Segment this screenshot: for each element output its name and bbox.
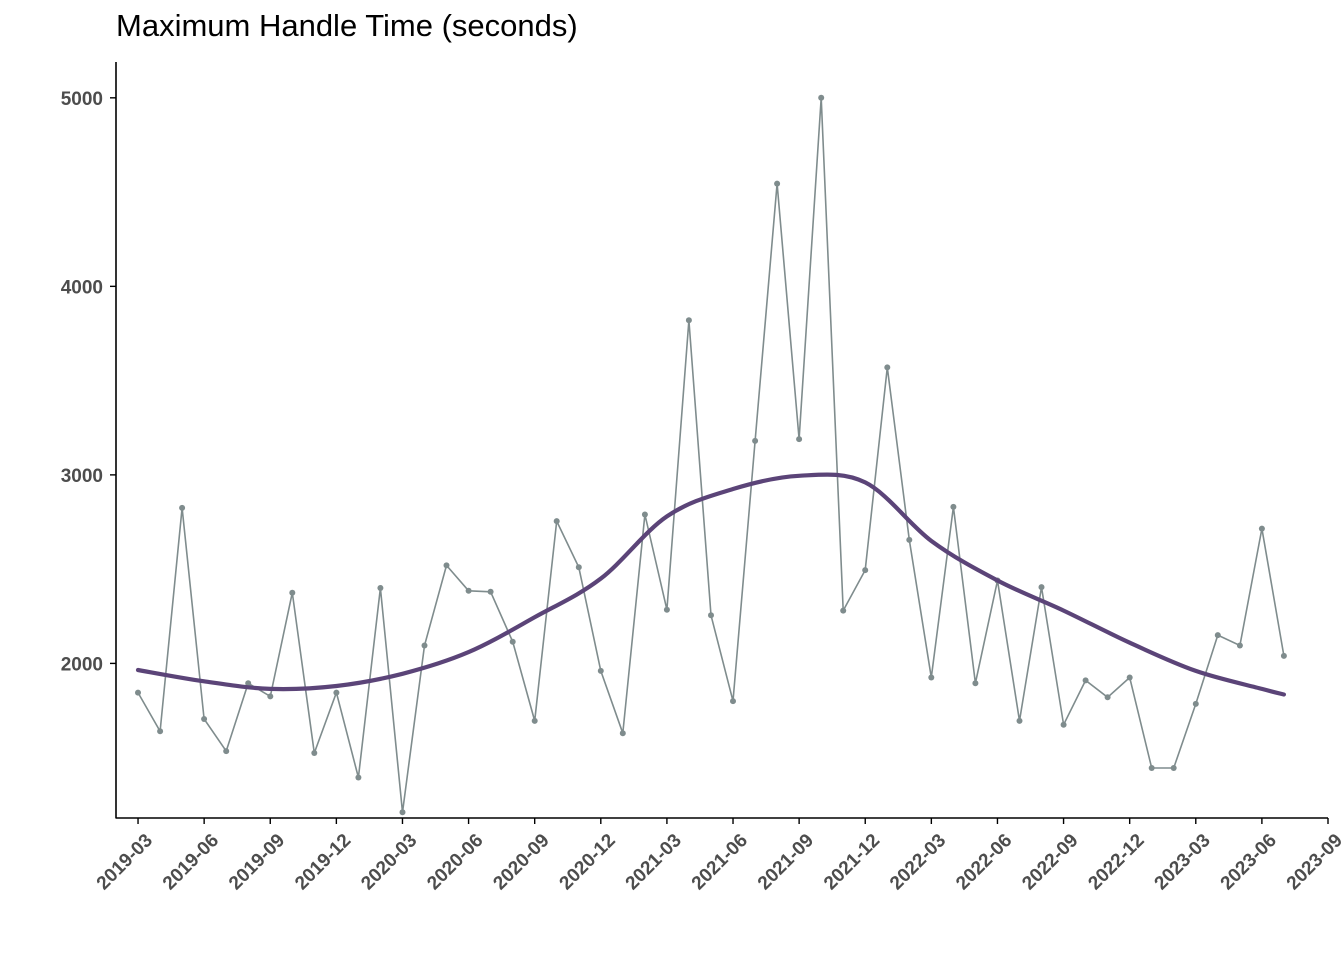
raw-data-point (465, 587, 472, 594)
raw-data-point (950, 503, 957, 510)
raw-data-point (928, 674, 935, 681)
raw-data-point (179, 504, 186, 511)
raw-data-point (752, 437, 759, 444)
x-tick-label: 2022-09 (1018, 830, 1082, 894)
raw-data-point (774, 180, 781, 187)
raw-data-point (443, 562, 450, 569)
x-tick-label: 2021-06 (688, 830, 752, 894)
x-tick-label: 2021-03 (622, 830, 686, 894)
raw-data-point (884, 364, 891, 371)
raw-data-point (377, 585, 384, 591)
raw-data-point (1170, 765, 1177, 771)
y-tick-label: 4000 (61, 277, 103, 298)
x-tick-label: 2023-06 (1217, 830, 1281, 894)
y-tick-label: 3000 (61, 466, 103, 487)
y-tick-label: 2000 (61, 654, 103, 675)
raw-data-point (157, 728, 164, 735)
raw-data-point (201, 716, 208, 722)
raw-data-point (399, 809, 406, 816)
raw-data-point (796, 436, 803, 443)
x-tick-label: 2023-03 (1151, 830, 1215, 894)
raw-data-point (597, 667, 604, 674)
x-tick-label: 2021-09 (754, 830, 818, 894)
raw-data-point (906, 536, 913, 543)
raw-data-point (730, 698, 736, 705)
raw-data-point (862, 567, 869, 574)
raw-data-point (818, 94, 825, 101)
raw-data-point (1104, 694, 1111, 701)
raw-data-point (1082, 677, 1089, 684)
raw-data-point (1016, 717, 1023, 724)
x-tick-label: 2019-12 (291, 830, 355, 894)
raw-series (135, 94, 1287, 816)
raw-data-point (487, 588, 494, 595)
raw-data-point (972, 680, 979, 687)
raw-data-point (1148, 765, 1155, 771)
raw-data-point (1236, 642, 1243, 649)
x-tick-label: 2022-06 (952, 830, 1016, 894)
x-tick-label: 2022-03 (886, 830, 950, 894)
raw-data-point (267, 693, 274, 700)
raw-data-point (421, 642, 428, 649)
raw-data-point (1214, 632, 1221, 639)
raw-data-point (1038, 584, 1045, 591)
x-tick-label: 2019-03 (93, 830, 157, 894)
raw-data-point (663, 606, 670, 613)
x-tick-label: 2020-03 (357, 830, 421, 894)
y-tick-label: 5000 (61, 89, 103, 110)
x-axis: 2019-03 2019-06 2019-09 2019-12 2020-03 2020-… (93, 817, 1344, 894)
raw-data-point (311, 750, 318, 756)
raw-data-point (619, 730, 626, 737)
raw-data-point (553, 518, 560, 525)
raw-data-point (1258, 525, 1265, 532)
raw-series-line (137, 97, 1285, 813)
x-tick-label: 2021-12 (820, 830, 884, 894)
trend-line (135, 472, 1286, 697)
raw-data-point (245, 680, 252, 687)
raw-data-point (223, 748, 230, 755)
x-tick-label: 2020-06 (423, 830, 487, 894)
x-tick-label: 2019-06 (159, 830, 223, 894)
trend-series (135, 472, 1286, 697)
raw-data-point (575, 564, 582, 571)
x-tick-label: 2019-09 (225, 830, 289, 894)
x-tick-label: 2020-09 (489, 830, 553, 894)
chart-title: Maximum Handle Time (seconds) (116, 8, 578, 43)
raw-data-point (355, 774, 362, 781)
raw-data-point (135, 689, 141, 696)
x-tick-label: 2023-09 (1283, 830, 1344, 894)
raw-data-point (531, 717, 538, 724)
raw-data-point (708, 612, 714, 619)
raw-data-point (289, 589, 296, 596)
raw-data-point (840, 607, 847, 614)
raw-data-point (685, 317, 692, 324)
y-axis: 2000 3000 4000 5000 (61, 62, 117, 819)
x-tick-label: 2020-12 (556, 830, 620, 894)
x-tick-label: 2022-12 (1084, 830, 1148, 894)
raw-data-point (641, 511, 648, 518)
raw-data-point (1060, 721, 1067, 728)
raw-data-point (1126, 674, 1133, 681)
raw-data-point (1280, 652, 1287, 659)
raw-data-point (1192, 700, 1199, 707)
raw-data-point (333, 689, 340, 696)
raw-data-point (509, 638, 516, 645)
